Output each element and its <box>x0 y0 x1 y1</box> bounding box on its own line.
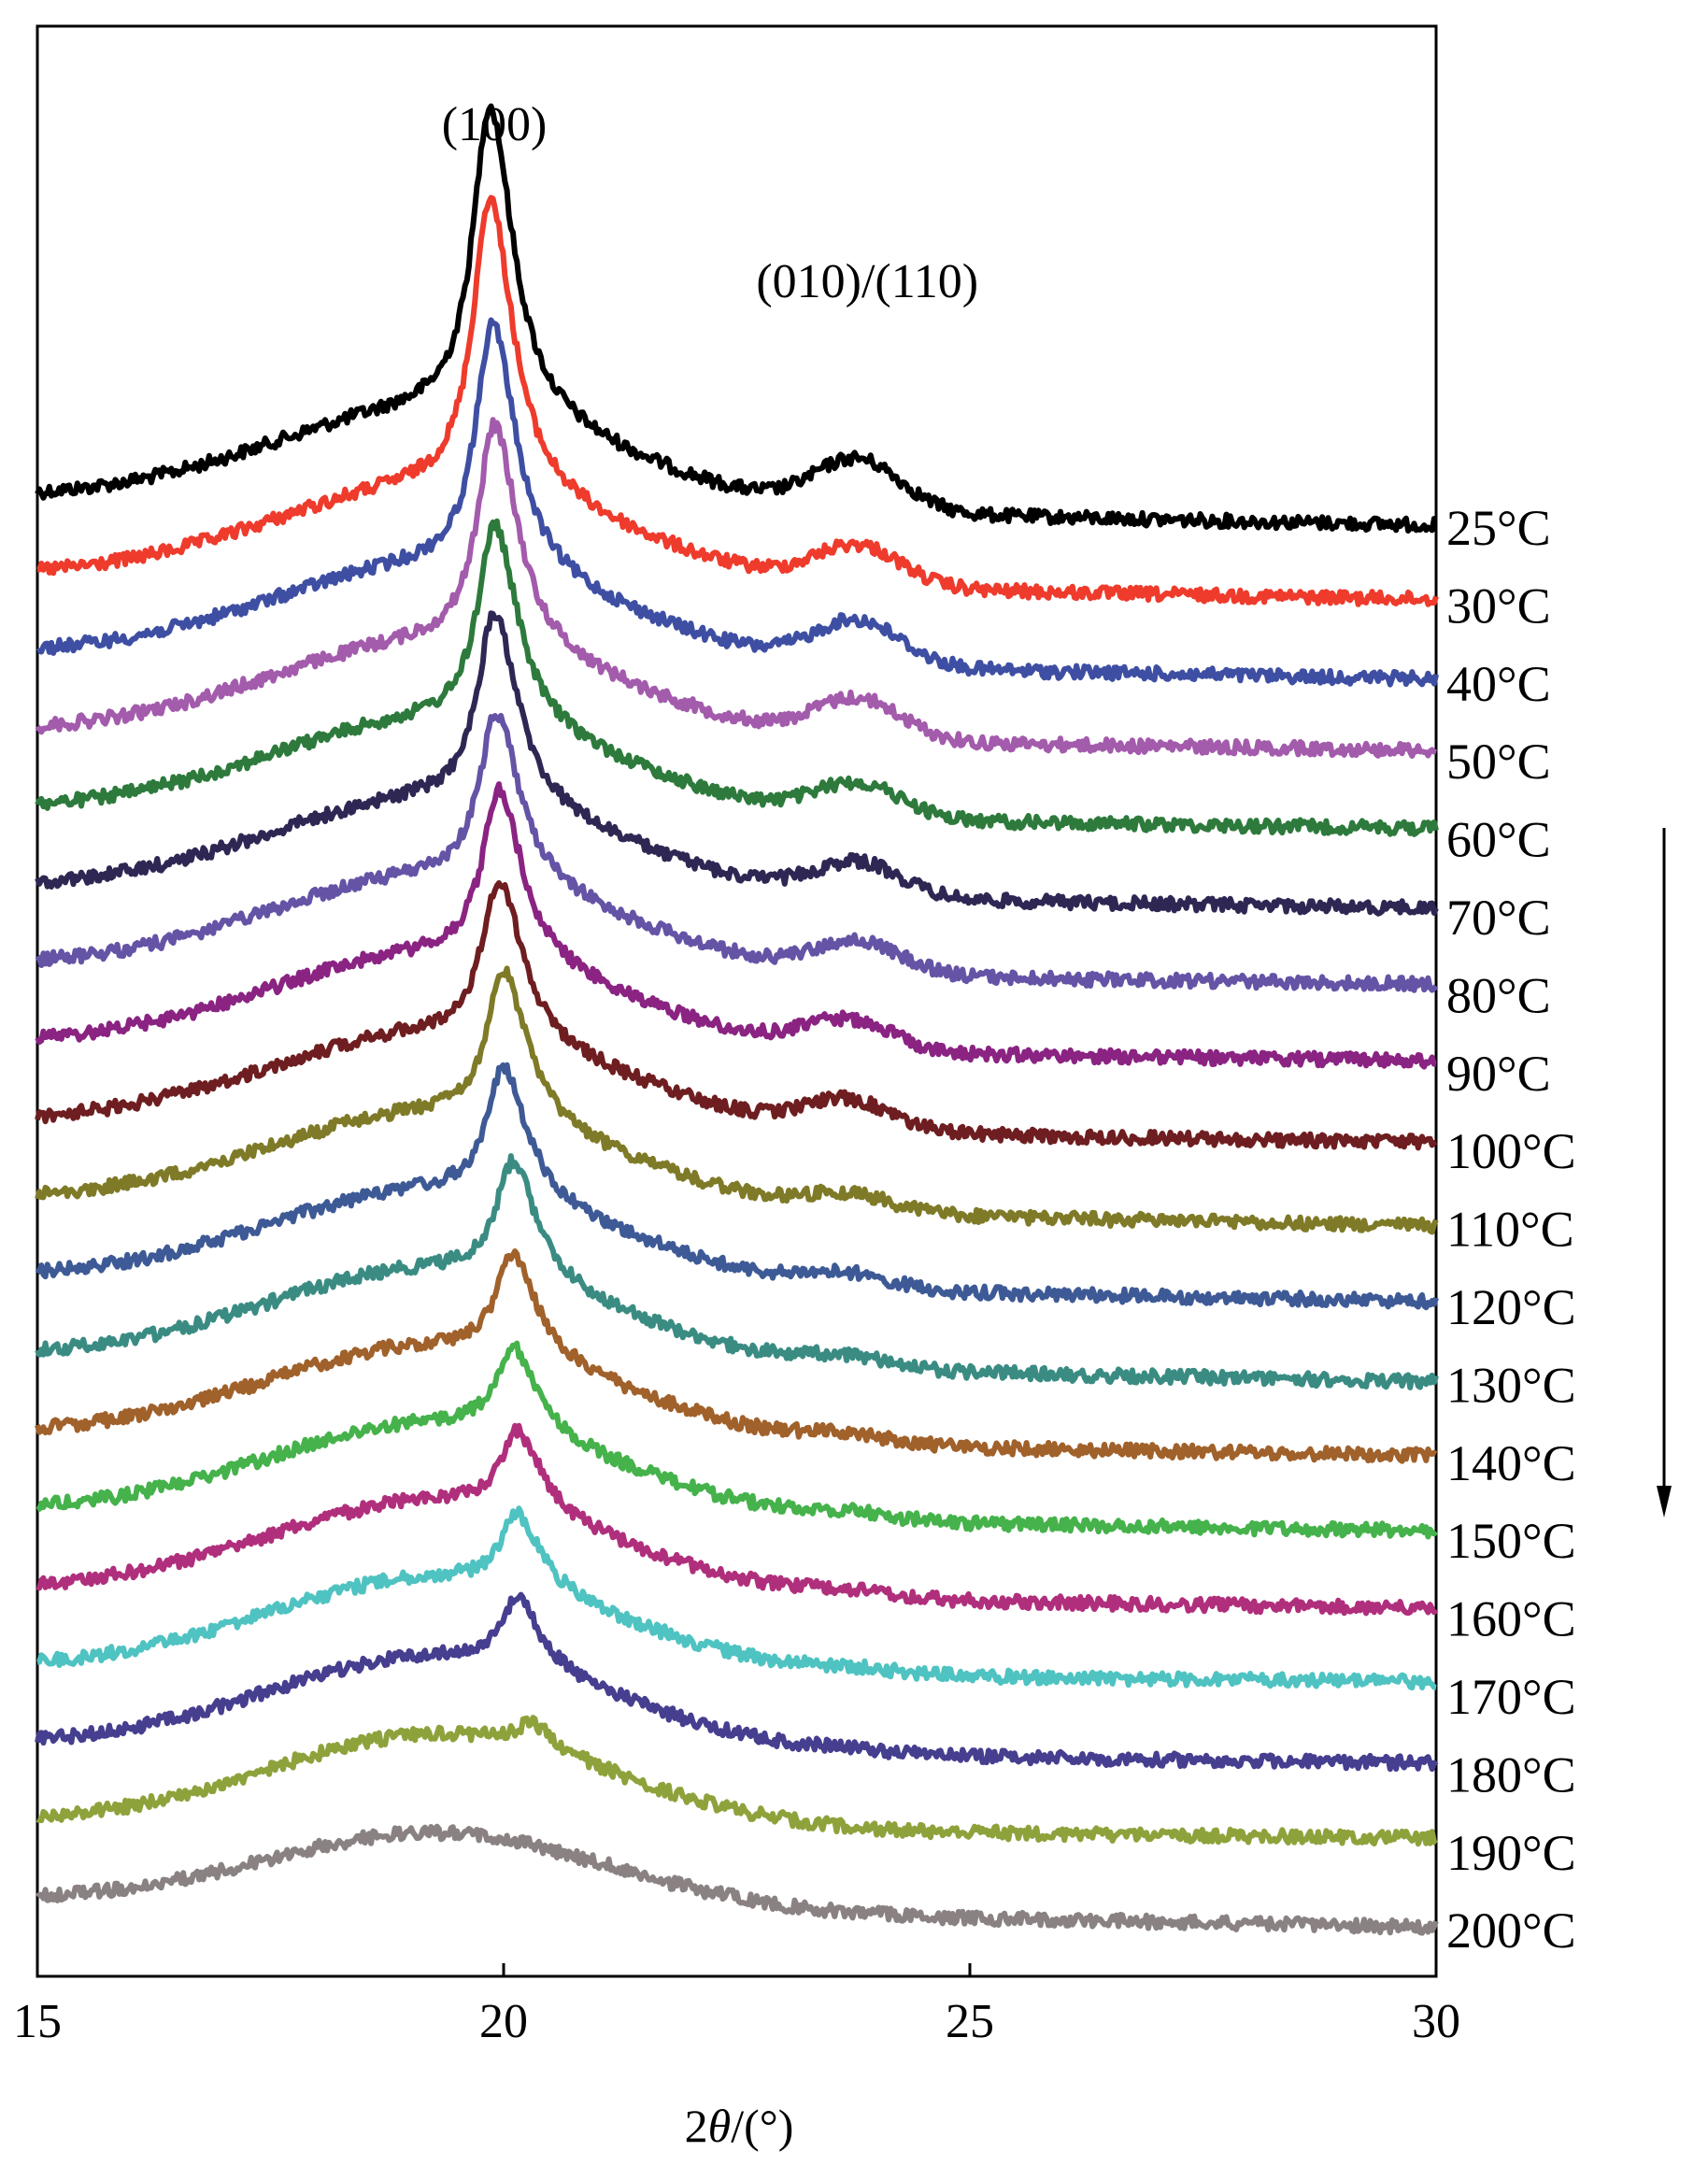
xrd-series-line <box>36 317 1439 688</box>
x-tick-label: 25 <box>946 1995 994 2048</box>
xrd-series-line <box>36 194 1439 607</box>
x-tick-label: 20 <box>479 1995 528 2048</box>
xrd-series-line <box>35 880 1438 1151</box>
series-label: 160°C <box>1446 1591 1576 1647</box>
xrd-series-line <box>35 781 1437 1070</box>
series-label: 90°C <box>1446 1046 1551 1102</box>
x-tick-layer: 15 20 25 30 <box>13 1963 1460 2048</box>
peak-annotation: (010)/(110) <box>756 255 978 308</box>
series-label: 60°C <box>1446 812 1551 868</box>
series-label: 40°C <box>1446 656 1551 712</box>
series-label: 50°C <box>1446 734 1551 790</box>
series-label: 150°C <box>1446 1513 1576 1569</box>
x-axis-label: 2θ/(°) <box>685 2100 794 2152</box>
series-label: 180°C <box>1446 1746 1576 1803</box>
series-label: 170°C <box>1446 1669 1576 1725</box>
xrd-series-line <box>35 1062 1439 1311</box>
x-tick-label: 30 <box>1412 1995 1460 2048</box>
series-label: 30°C <box>1446 577 1551 634</box>
series-label: 70°C <box>1446 890 1551 946</box>
series-label: 110°C <box>1446 1202 1574 1258</box>
series-label: 130°C <box>1446 1357 1576 1413</box>
offset-direction-arrow <box>1657 828 1672 1518</box>
x-tick-label: 15 <box>13 1995 62 2048</box>
xrd-series-line <box>35 1591 1439 1773</box>
xrd-series-line <box>35 610 1439 917</box>
series-label: 100°C <box>1446 1123 1576 1179</box>
xrd-series-line <box>35 417 1437 759</box>
plot-frame <box>36 24 1438 1978</box>
xrd-series-line <box>36 1505 1437 1691</box>
xrd-series-line <box>35 965 1439 1235</box>
series-label-layer: 25°C 30°C 40°C 50°C 60°C 70°C 80°C 90°C 100°C 110… <box>1446 500 1576 1959</box>
xrd-series-line <box>35 518 1439 837</box>
xrd-series-line <box>36 1340 1439 1540</box>
series-label: 80°C <box>1446 967 1551 1023</box>
xrd-series-line <box>35 1823 1439 1936</box>
series-label: 25°C <box>1446 500 1551 556</box>
series-label: 190°C <box>1446 1825 1576 1881</box>
xrd-series-line <box>36 1715 1438 1847</box>
peak-annotation: (100) <box>442 98 548 151</box>
xrd-series-line <box>35 712 1439 993</box>
series-layer <box>35 103 1439 1936</box>
xrd-series-line <box>36 1422 1439 1617</box>
xrd-series-line <box>35 1248 1438 1464</box>
xrd-series-line <box>35 1153 1439 1390</box>
xrd-series-line <box>35 103 1437 534</box>
annotation-layer: (100) (010)/(110) <box>442 98 978 308</box>
series-label: 140°C <box>1446 1435 1576 1491</box>
series-label: 200°C <box>1446 1902 1576 1959</box>
series-label: 120°C <box>1446 1279 1576 1335</box>
